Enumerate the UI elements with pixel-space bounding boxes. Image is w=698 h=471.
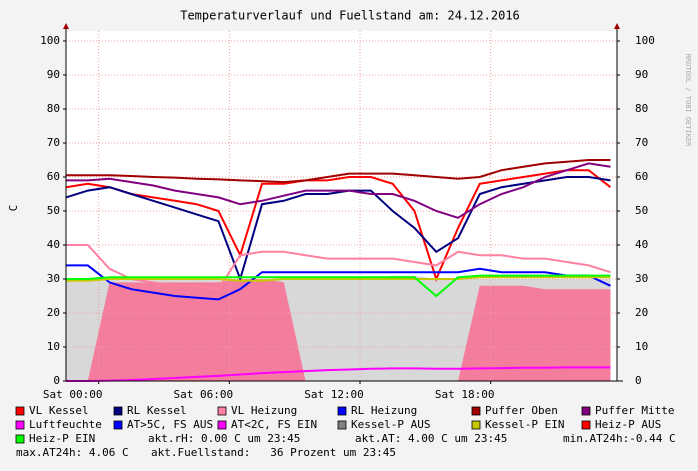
legend-swatch: [471, 406, 481, 416]
x-tick-label: Sat 12:00: [304, 388, 364, 401]
legend-label: Luftfeuchte: [29, 418, 102, 431]
y-tick-label-right: 50: [635, 204, 648, 217]
line: [65, 169, 612, 282]
y-tick-label-right: 90: [635, 68, 648, 81]
legend-swatch: [15, 434, 25, 444]
y-tick-label: 100: [40, 34, 60, 47]
note: max.AT24h: 4.06 C: [16, 446, 129, 459]
y-tick-label: 0: [53, 374, 60, 387]
y-tick-label-right: 30: [635, 272, 648, 285]
legend-swatch: [217, 406, 227, 416]
legend-swatch: [113, 420, 123, 430]
y-tick-label: 60: [47, 170, 60, 183]
legend-swatch: [337, 420, 347, 430]
y-tick-label-right: 100: [635, 34, 655, 47]
note: akt.AT: 4.00 C um 23:45: [355, 432, 507, 445]
legend-label: AT<2C, FS EIN: [231, 418, 317, 431]
line: [66, 276, 611, 282]
line: [66, 274, 611, 298]
legend-label: Heiz-P AUS: [595, 418, 661, 431]
legend-label: Kessel-P EIN: [485, 418, 564, 431]
legend-label: Puffer Oben: [485, 404, 558, 417]
legend-label: Heiz-P EIN: [29, 432, 95, 445]
y-tick-label-right: 70: [635, 136, 648, 149]
legend-swatch: [337, 406, 347, 416]
legend-swatch: [217, 420, 227, 430]
y-tick-label: 20: [47, 306, 60, 319]
y-tick-label: 50: [47, 204, 60, 217]
y-tick-label: 30: [47, 272, 60, 285]
line: [66, 162, 611, 219]
line: [66, 244, 611, 291]
y-tick-label: 40: [47, 238, 60, 251]
y-tick-label-right: 40: [635, 238, 648, 251]
y-tick-label-right: 80: [635, 102, 648, 115]
legend-label: VL Heizung: [231, 404, 297, 417]
y-tick-label-right: 10: [635, 340, 648, 353]
legend-swatch: [581, 406, 591, 416]
legend-label: RL Kessel: [127, 404, 187, 417]
y-axis-label: C: [7, 205, 20, 212]
y-tick-label-right: 20: [635, 306, 648, 319]
legend-label: Kessel-P AUS: [351, 418, 430, 431]
legend-label: Puffer Mitte: [595, 404, 674, 417]
line: [66, 159, 611, 184]
watermark: RRDTOOL / TOBI OETIKER: [684, 54, 692, 148]
y-tick-label-right: 0: [635, 374, 642, 387]
legend-swatch: [581, 420, 591, 430]
axis-arrow: [614, 23, 620, 29]
legend-label: AT>5C, FS AUS: [127, 418, 213, 431]
area: [66, 279, 611, 381]
y-tick-label: 10: [47, 340, 60, 353]
legend-swatch: [15, 406, 25, 416]
chart-title: Temperaturverlauf und Fuellstand am: 24.…: [180, 9, 520, 23]
x-tick-label: Sat 18:00: [435, 388, 495, 401]
y-tick-label: 70: [47, 136, 60, 149]
axis-arrow: [63, 23, 69, 29]
legend-swatch: [15, 420, 25, 430]
y-tick-label: 90: [47, 68, 60, 81]
y-tick-label-right: 60: [635, 170, 648, 183]
line: [65, 176, 611, 283]
note: akt.Fuellstand: 36 Prozent um 23:45: [151, 446, 396, 459]
y-tick-label: 80: [47, 102, 60, 115]
legend-swatch: [471, 420, 481, 430]
legend-label: VL Kessel: [29, 404, 89, 417]
line: [66, 264, 611, 301]
note: min.AT24h:-0.44 C: [563, 432, 676, 445]
x-tick-label: Sat 00:00: [43, 388, 103, 401]
legend-label: RL Heizung: [351, 404, 417, 417]
line: [66, 366, 611, 382]
legend-swatch: [113, 406, 123, 416]
x-tick-label: Sat 06:00: [174, 388, 234, 401]
note: akt.rH: 0.00 C um 23:45: [148, 432, 300, 445]
